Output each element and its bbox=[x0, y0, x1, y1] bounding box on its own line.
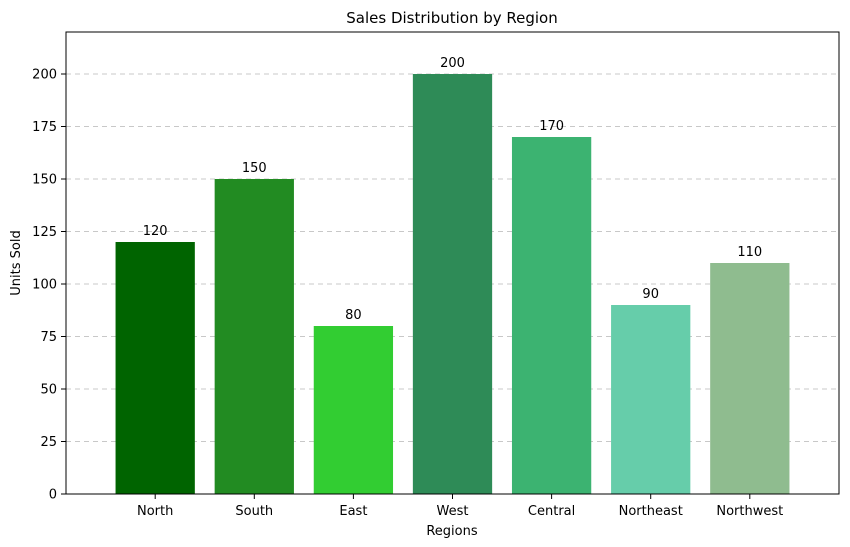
data-label: 170 bbox=[539, 119, 564, 134]
x-tick-label: West bbox=[437, 504, 469, 519]
x-tick-label: Central bbox=[528, 504, 575, 519]
y-axis-ticks: 0 25 50 75 100 125 150 175 200 bbox=[32, 68, 66, 503]
bar-west bbox=[412, 74, 493, 494]
x-axis-ticks: North South East West Central Northeast Northw… bbox=[137, 494, 783, 519]
data-label: 120 bbox=[143, 224, 168, 239]
bar-south bbox=[214, 179, 294, 494]
x-tick-label: East bbox=[339, 504, 367, 519]
bars bbox=[115, 74, 790, 494]
data-labels: 120 150 80 200 170 90 110 bbox=[143, 56, 762, 323]
x-tick-label: Northwest bbox=[716, 504, 783, 519]
bar-northwest bbox=[710, 263, 790, 494]
chart-title: Sales Distribution by Region bbox=[346, 9, 558, 27]
y-tick-label: 200 bbox=[32, 68, 57, 83]
y-tick-label: 25 bbox=[40, 435, 57, 450]
data-label: 110 bbox=[737, 245, 762, 260]
bar-northeast bbox=[611, 305, 691, 494]
data-label: 150 bbox=[242, 161, 267, 176]
bar-central bbox=[511, 137, 592, 494]
y-axis-label: Units Sold bbox=[9, 230, 24, 295]
bar-east bbox=[313, 326, 394, 494]
y-tick-label: 0 bbox=[49, 488, 57, 503]
x-tick-label: Northeast bbox=[619, 504, 683, 519]
y-tick-label: 50 bbox=[40, 383, 57, 398]
bar-north bbox=[115, 242, 195, 494]
x-axis-label: Regions bbox=[426, 524, 478, 539]
data-label: 90 bbox=[642, 287, 659, 302]
y-tick-label: 125 bbox=[32, 225, 57, 240]
y-tick-label: 175 bbox=[32, 120, 57, 135]
y-tick-label: 100 bbox=[32, 278, 57, 293]
data-label: 200 bbox=[440, 56, 465, 71]
y-tick-label: 75 bbox=[40, 330, 57, 345]
data-label: 80 bbox=[345, 308, 362, 323]
y-tick-label: 150 bbox=[32, 173, 57, 188]
x-tick-label: South bbox=[235, 504, 273, 519]
x-tick-label: North bbox=[137, 504, 173, 519]
